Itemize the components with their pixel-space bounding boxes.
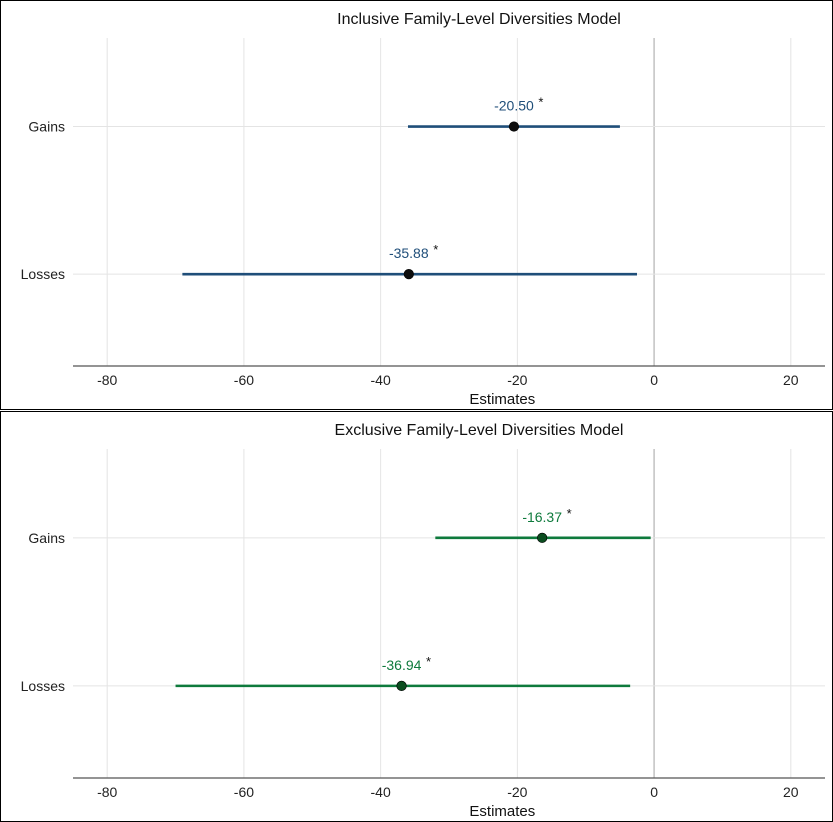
estimate-point [396, 680, 407, 691]
chart-panel-inclusive: Inclusive Family-Level Diversities Model… [0, 0, 833, 410]
plot-area [73, 449, 825, 778]
forest-plot-exclusive: Exclusive Family-Level Diversities Model… [21, 422, 825, 820]
estimate-label: -20.50 [494, 98, 534, 114]
significance-marker: * [567, 506, 572, 521]
x-tick-label: -80 [97, 372, 117, 388]
x-tick-label: -60 [234, 372, 254, 388]
x-tick-label: -80 [97, 784, 117, 800]
x-tick-label: 0 [650, 372, 658, 388]
x-tick-label: 20 [783, 784, 799, 800]
estimate-label: -16.37 [522, 509, 562, 525]
x-tick-label: -20 [507, 784, 527, 800]
x-tick-label: -60 [234, 784, 254, 800]
x-axis-label: Estimates [469, 391, 535, 408]
forest-plot-inclusive: Inclusive Family-Level Diversities Model… [21, 11, 825, 408]
x-tick-label: -40 [371, 372, 391, 388]
x-axis-label: Estimates [469, 803, 535, 820]
x-tick-label: 20 [783, 372, 799, 388]
x-tick-label: -40 [371, 784, 391, 800]
chart-panel-exclusive: Exclusive Family-Level Diversities Model… [0, 411, 833, 822]
estimate-point [508, 121, 520, 132]
category-label: Losses [21, 678, 65, 694]
category-label: Gains [28, 530, 65, 546]
x-tick-label: -20 [507, 372, 527, 388]
significance-marker: * [433, 242, 438, 257]
estimate-point [537, 532, 548, 543]
x-tick-label: 0 [650, 784, 658, 800]
category-label: Losses [21, 266, 65, 282]
estimate-label: -36.94 [382, 657, 422, 673]
estimate-point [403, 269, 414, 280]
significance-marker: * [426, 654, 431, 669]
plot-area [73, 38, 825, 366]
chart-title: Inclusive Family-Level Diversities Model [337, 11, 621, 28]
significance-marker: * [538, 95, 543, 110]
estimate-label: -35.88 [389, 245, 429, 261]
category-label: Gains [28, 119, 65, 135]
chart-title: Exclusive Family-Level Diversities Model [335, 422, 624, 439]
